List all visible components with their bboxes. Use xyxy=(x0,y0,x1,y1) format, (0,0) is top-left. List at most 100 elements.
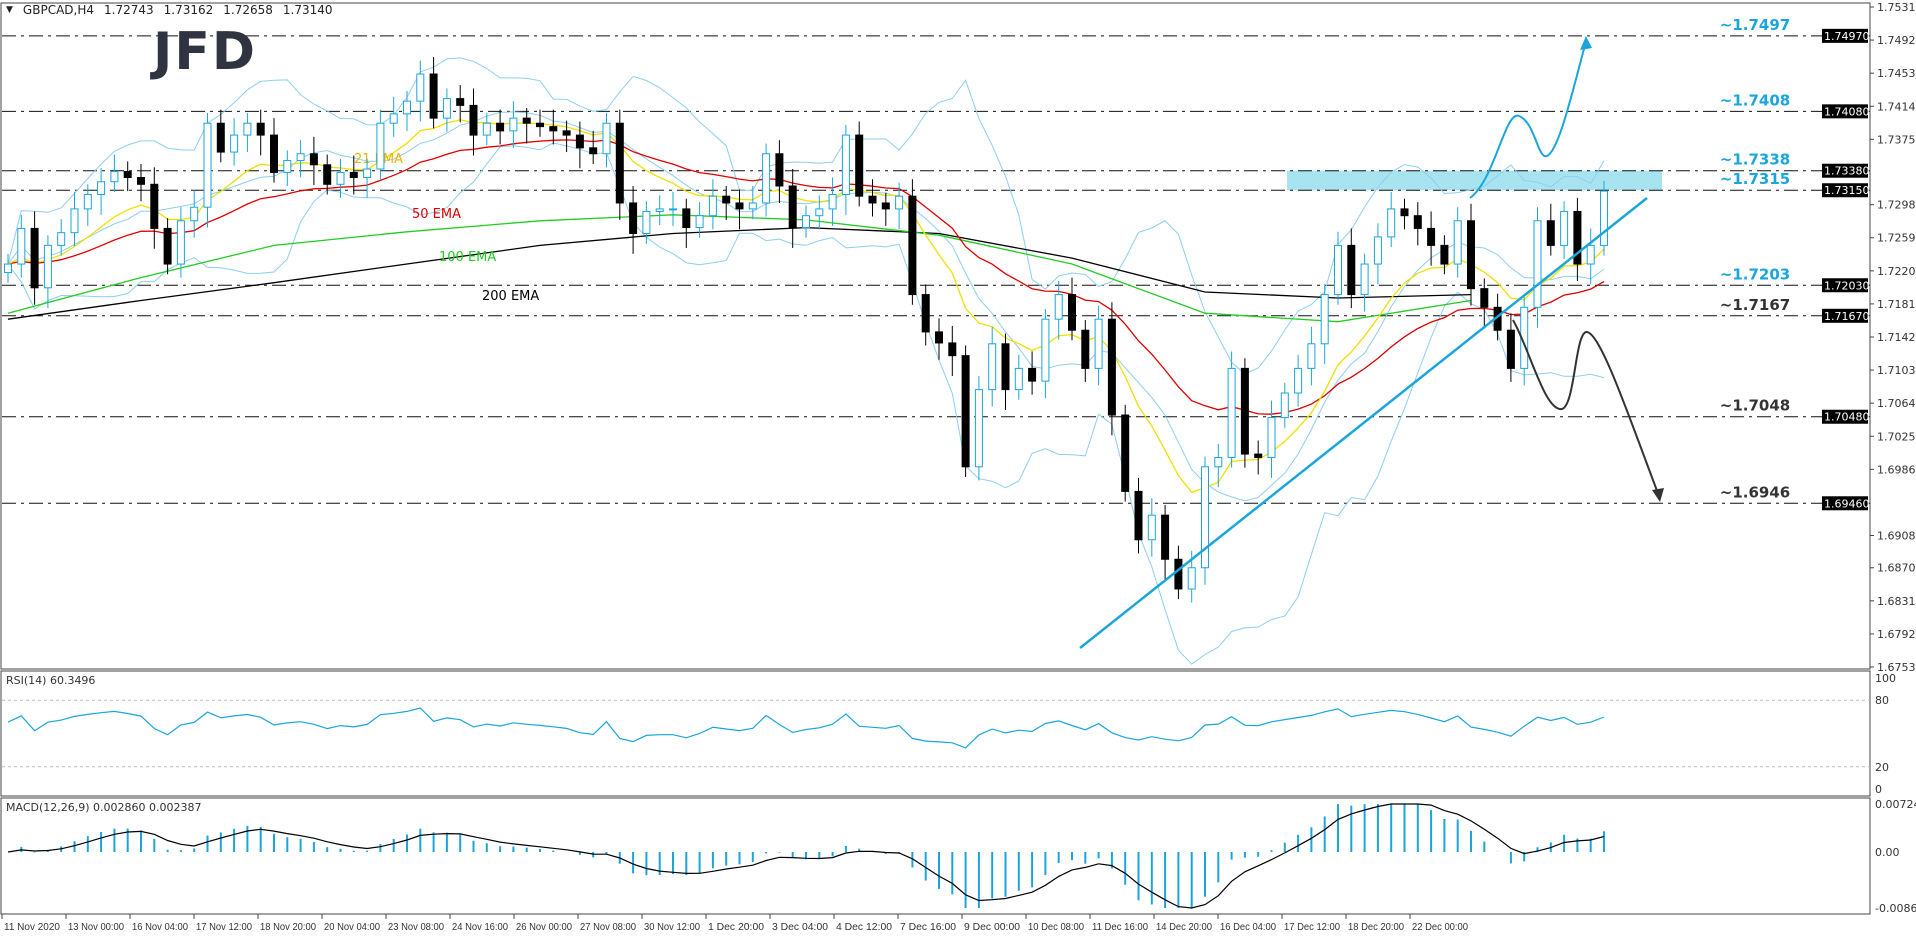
candle-body xyxy=(349,171,358,179)
candle-body xyxy=(828,193,837,210)
candle-body xyxy=(1453,220,1462,265)
candle-body xyxy=(1214,456,1223,468)
candle-body xyxy=(855,134,864,197)
candle-body xyxy=(1054,294,1063,320)
price-tick-label: 1.72200 xyxy=(1877,265,1916,278)
rsi-tick-label: 0 xyxy=(1875,783,1882,796)
candle-body xyxy=(948,342,957,357)
level-axis-label: 1.72030 xyxy=(1824,279,1870,292)
candle-body xyxy=(110,171,119,183)
level-axis-badge xyxy=(1822,28,1868,43)
candle-body xyxy=(669,208,677,211)
candle-body xyxy=(1573,210,1582,265)
rsi-tick-label: 80 xyxy=(1875,694,1889,707)
candle-body xyxy=(1254,453,1263,458)
symbol-label: GBPCAD,H4 xyxy=(22,3,94,17)
candle-body xyxy=(682,208,691,229)
candle-body xyxy=(1400,208,1409,217)
level-label: ~1.6946 xyxy=(1720,483,1790,501)
candle-body xyxy=(1134,490,1143,541)
level-axis-label: 1.71670 xyxy=(1824,310,1870,323)
price-tick-label: 1.67920 xyxy=(1877,628,1916,641)
price-tick-label: 1.74530 xyxy=(1877,67,1916,80)
candle-body xyxy=(256,122,265,136)
jfd-logo: JFD xyxy=(153,22,258,82)
level-label: ~1.7167 xyxy=(1720,296,1790,314)
price-tick-label: 1.69860 xyxy=(1877,463,1916,476)
price-tick-label: 1.68700 xyxy=(1877,562,1916,575)
candle-body xyxy=(150,183,159,229)
candle-body xyxy=(575,134,584,149)
price-tick-label: 1.72980 xyxy=(1877,199,1916,212)
resistance-zone xyxy=(1287,170,1662,191)
low-value: 1.72658 xyxy=(223,3,273,17)
price-tick-label: 1.75310 xyxy=(1877,1,1916,14)
candle-body xyxy=(70,208,79,234)
candle-body xyxy=(389,113,398,124)
time-tick-label: 4 Dec 12:00 xyxy=(836,921,892,933)
macd-tick-label: 0.007245 xyxy=(1875,798,1916,811)
candle-body xyxy=(469,104,478,136)
candle-body xyxy=(403,100,411,115)
macd-signal-line xyxy=(7,803,1605,909)
level-axis-label: 1.70480 xyxy=(1824,411,1870,424)
rsi-tick-label: 20 xyxy=(1875,761,1889,774)
candle-body xyxy=(921,294,930,333)
candle-body xyxy=(1334,244,1342,296)
candle-body xyxy=(456,98,465,106)
bullish-scenario-arrow xyxy=(1469,41,1587,199)
rsi-pane xyxy=(0,670,1871,797)
candle-body xyxy=(1600,190,1608,246)
candle-body xyxy=(1387,208,1396,238)
candle-body xyxy=(1586,244,1595,265)
candle-body xyxy=(881,202,890,210)
time-tick-label: 11 Nov 2020 xyxy=(4,921,60,933)
candle-body xyxy=(43,244,52,289)
candle-body xyxy=(1427,227,1436,246)
dropdown-triangle-icon[interactable]: ▼ xyxy=(6,5,13,15)
candle-body xyxy=(123,171,132,179)
level-axis-label: 1.69460 xyxy=(1824,497,1870,510)
candle-body xyxy=(868,195,877,204)
candle-body xyxy=(735,202,744,210)
candle-body xyxy=(270,134,278,173)
candle-body xyxy=(1533,220,1542,308)
time-tick-label: 11 Dec 16:00 xyxy=(1092,921,1148,933)
candle-body xyxy=(615,122,624,204)
macd-pane xyxy=(0,797,1871,915)
candle-body xyxy=(1068,294,1076,331)
candle-body xyxy=(323,164,332,185)
ema-200-line xyxy=(7,226,1472,320)
time-tick-label: 18 Dec 20:00 xyxy=(1348,921,1404,933)
time-tick-label: 14 Dec 20:00 xyxy=(1156,921,1212,933)
candle-body xyxy=(775,153,784,187)
level-label: ~1.7338 xyxy=(1720,151,1790,169)
time-tick-label: 13 Nov 00:00 xyxy=(68,921,124,933)
level-label: ~1.7408 xyxy=(1720,91,1790,109)
uptrend-line xyxy=(1079,197,1648,649)
macd-label: MACD(12,26,9) 0.002860 0.002387 xyxy=(6,801,202,814)
candle-body xyxy=(589,147,598,155)
price-tick-label: 1.72590 xyxy=(1877,232,1916,245)
candle-body xyxy=(722,195,731,204)
price-tick-label: 1.74140 xyxy=(1877,100,1916,113)
candle-body xyxy=(1201,466,1209,569)
candle-body xyxy=(376,122,385,170)
candle-body xyxy=(4,263,12,274)
candle-body xyxy=(1360,263,1369,296)
candle-body xyxy=(602,122,611,155)
level-axis-badge xyxy=(1822,308,1868,323)
level-axis-badge xyxy=(1822,496,1868,511)
rsi-label: RSI(14) 60.3496 xyxy=(6,674,95,687)
candle-body xyxy=(416,73,425,102)
time-tick-label: 30 Nov 12:00 xyxy=(644,921,700,933)
price-tick-label: 1.69080 xyxy=(1877,530,1916,543)
price-tick-label: 1.74920 xyxy=(1877,34,1916,47)
candle-body xyxy=(895,195,904,210)
candle-body xyxy=(1161,514,1170,560)
candle-body xyxy=(482,122,491,136)
candle-body xyxy=(549,126,558,132)
candle-body xyxy=(1107,318,1116,416)
price-tick-label: 1.73750 xyxy=(1877,133,1916,146)
